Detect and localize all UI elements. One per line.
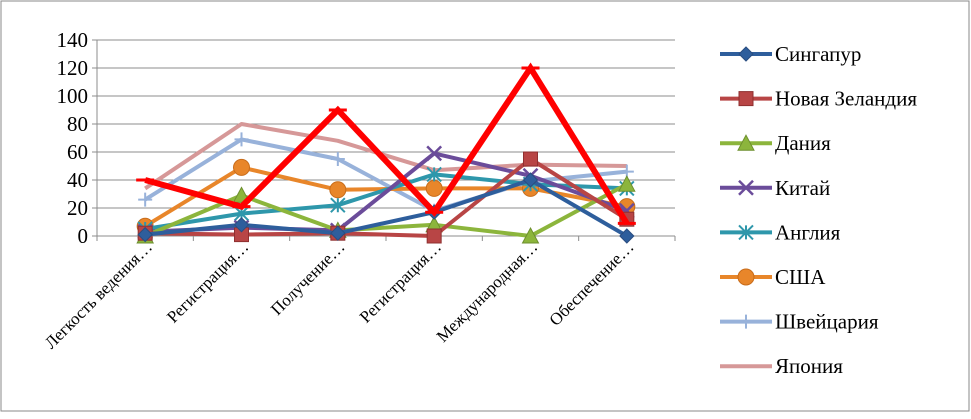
- legend-label: Китай: [775, 176, 830, 200]
- data-point: [330, 197, 346, 213]
- legend-item: Новая Зеландия: [720, 87, 917, 111]
- data-point: [233, 217, 250, 233]
- legend: Сингапур Новая Зеландия Дания Китай Англия СШ…: [720, 42, 917, 378]
- legend-item: Сингапур: [720, 42, 861, 66]
- legend-item: Китай: [720, 176, 830, 200]
- data-point: [617, 175, 636, 192]
- data-point: [330, 225, 346, 241]
- series-line: [144, 122, 627, 191]
- legend-item: Япония: [720, 354, 843, 378]
- legend-label: Англия: [775, 220, 841, 244]
- data-point: [137, 226, 153, 243]
- series-Япония: [144, 122, 627, 191]
- data-point: [329, 181, 347, 199]
- data-point: [619, 228, 635, 244]
- legend-label: Швейцария: [775, 310, 879, 334]
- y-tick-label: 20: [67, 196, 88, 220]
- highlight-line: [144, 62, 630, 225]
- legend-item: США: [720, 265, 826, 289]
- data-point: [522, 172, 539, 188]
- data-point: [521, 226, 540, 244]
- y-tick-label: 0: [78, 224, 89, 248]
- legend-label: США: [775, 265, 826, 289]
- y-tick-label: 100: [57, 84, 89, 108]
- y-axis-ticks: 0 20 40 60 80 100 120 140: [57, 28, 97, 248]
- data-point: [234, 132, 249, 147]
- data-point: [426, 145, 443, 162]
- legend-item: Англия: [720, 220, 841, 244]
- series-line: [145, 157, 628, 238]
- data-point: [426, 166, 442, 183]
- legend-label: Сингапур: [775, 42, 861, 66]
- legend-label: Новая Зеландия: [775, 87, 917, 111]
- data-point: [330, 152, 345, 166]
- y-tick-label: 120: [57, 56, 89, 80]
- series-line: [144, 178, 628, 238]
- data-point: [425, 179, 443, 197]
- legend-item: Дания: [720, 131, 831, 155]
- y-tick-label: 60: [67, 140, 88, 164]
- y-tick-label: 140: [57, 28, 89, 52]
- legend-label: Дания: [775, 131, 831, 155]
- data-point: [523, 151, 538, 167]
- legend-item: Швейцария: [720, 310, 879, 334]
- series-group: [136, 62, 636, 244]
- y-tick-label: 80: [67, 112, 88, 136]
- data-point: [138, 192, 153, 207]
- data-point: [426, 228, 442, 244]
- data-point: [233, 158, 250, 176]
- y-tick-label: 40: [67, 168, 88, 192]
- legend-label: Япония: [775, 354, 843, 378]
